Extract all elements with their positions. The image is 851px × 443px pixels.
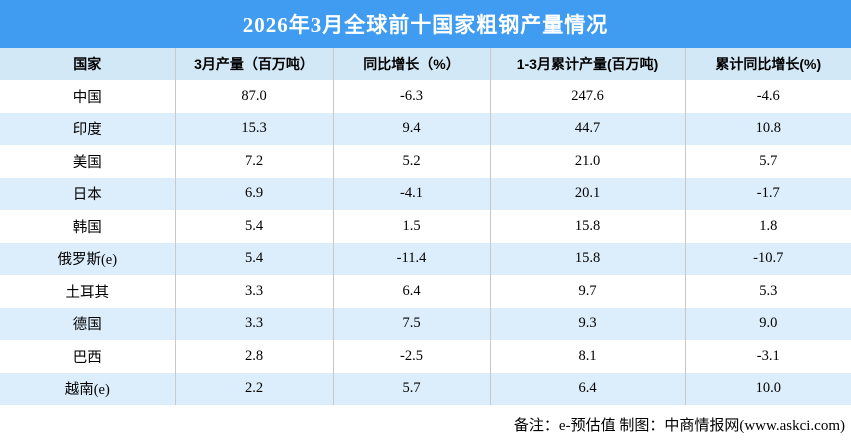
cell-cumulative-yoy-growth: -10.7 xyxy=(685,242,851,275)
cell-march-output: 3.3 xyxy=(175,275,334,308)
cell-yoy-growth: 6.4 xyxy=(333,275,491,308)
cell-cumulative-output: 9.7 xyxy=(490,275,686,308)
cell-yoy-growth: 7.5 xyxy=(333,307,491,340)
cell-yoy-growth: -6.3 xyxy=(333,80,491,113)
table-row: 越南(e) 2.2 5.7 6.4 10.0 xyxy=(0,372,851,405)
cell-country: 土耳其 xyxy=(0,275,176,308)
column-header-march-output: 3月产量（百万吨） xyxy=(175,48,334,80)
cell-yoy-growth: 5.2 xyxy=(333,145,491,178)
table-row: 俄罗斯(e) 5.4 -11.4 15.8 -10.7 xyxy=(0,242,851,275)
cell-yoy-growth: 9.4 xyxy=(333,112,491,145)
cell-march-output: 15.3 xyxy=(175,112,334,145)
header-row: 国家 3月产量（百万吨） 同比增长（%） 1-3月累计产量(百万吨) 累计同比增… xyxy=(0,48,851,80)
cell-march-output: 87.0 xyxy=(175,80,334,113)
cell-yoy-growth: -2.5 xyxy=(333,340,491,373)
table-row: 中国 87.0 -6.3 247.6 -4.6 xyxy=(0,80,851,113)
cell-cumulative-output: 247.6 xyxy=(490,80,686,113)
column-header-cumulative-yoy-growth: 累计同比增长(%) xyxy=(685,48,851,80)
cell-country: 俄罗斯(e) xyxy=(0,242,176,275)
cell-march-output: 3.3 xyxy=(175,307,334,340)
cell-cumulative-yoy-growth: -4.6 xyxy=(756,87,780,104)
cell-yoy-growth: 5.7 xyxy=(333,372,491,405)
cell-march-output: 7.2 xyxy=(175,145,334,178)
column-header-yoy-growth: 同比增长（%） xyxy=(333,48,491,80)
table-row: 印度 15.3 9.4 44.7 10.8 xyxy=(0,112,851,145)
cell-yoy-growth: -4.1 xyxy=(333,177,491,210)
cell-cumulative-output: 15.8 xyxy=(490,242,686,275)
cell-country: 韩国 xyxy=(0,210,176,243)
cell-march-output: 2.8 xyxy=(175,340,334,373)
cell-country: 印度 xyxy=(0,112,176,145)
cell-country: 美国 xyxy=(0,145,176,178)
cell-cumulative-yoy-growth: 5.3 xyxy=(759,282,778,299)
cell-cumulative-yoy-growth: 1.8 xyxy=(759,217,778,234)
cell-cumulative-yoy-growth: 9.0 xyxy=(685,307,851,340)
table-row: 土耳其 3.3 6.4 9.7 5.3 xyxy=(0,275,851,308)
table-row: 德国 3.3 7.5 9.3 9.0 xyxy=(0,307,851,340)
table-row: 日本 6.9 -4.1 20.1 -1.7 xyxy=(0,177,851,210)
cell-cumulative-output: 8.1 xyxy=(490,340,686,373)
cell-cumulative-yoy-growth: 10.0 xyxy=(685,372,851,405)
column-header-cumulative-output: 1-3月累计产量(百万吨) xyxy=(490,48,686,80)
cell-country: 德国 xyxy=(0,307,176,340)
cell-cumulative-output: 44.7 xyxy=(490,112,686,145)
cell-cumulative-yoy-growth: -1.7 xyxy=(685,177,851,210)
footer-note: 备注：e-预估值 制图：中商情报网(www.askci.com) xyxy=(513,417,845,434)
table-row: 美国 7.2 5.2 21.0 5.7 xyxy=(0,145,851,178)
cell-cumulative-yoy-growth: 5.7 xyxy=(759,152,778,169)
table-row: 韩国 5.4 1.5 15.8 1.8 xyxy=(0,210,851,243)
cell-country: 中国 xyxy=(0,80,176,113)
cell-cumulative-yoy-growth: 10.8 xyxy=(685,112,851,145)
cell-yoy-growth: 1.5 xyxy=(333,210,491,243)
cell-cumulative-output: 21.0 xyxy=(490,145,686,178)
cell-march-output: 6.9 xyxy=(175,177,334,210)
table-body: 中国 87.0 -6.3 247.6 -4.6 印度 15.3 9.4 44.7… xyxy=(0,80,851,405)
column-header-country: 国家 xyxy=(0,48,176,80)
table-header: 国家 3月产量（百万吨） 同比增长（%） 1-3月累计产量(百万吨) 累计同比增… xyxy=(0,48,851,80)
cell-yoy-growth: -11.4 xyxy=(333,242,491,275)
cell-march-output: 2.2 xyxy=(175,372,334,405)
cell-country: 越南(e) xyxy=(0,372,176,405)
cell-country: 巴西 xyxy=(0,340,176,373)
cell-cumulative-output: 20.1 xyxy=(490,177,686,210)
title-bar: 2026年3月全球前十国家粗钢产量情况 xyxy=(0,0,851,48)
cell-country: 日本 xyxy=(0,177,176,210)
page-title: 2026年3月全球前十国家粗钢产量情况 xyxy=(242,13,609,37)
production-table: 国家 3月产量（百万吨） 同比增长（%） 1-3月累计产量(百万吨) 累计同比增… xyxy=(0,48,851,405)
table-row: 巴西 2.8 -2.5 8.1 -3.1 xyxy=(0,340,851,373)
cell-cumulative-output: 6.4 xyxy=(490,372,686,405)
cell-march-output: 5.4 xyxy=(175,210,334,243)
cell-cumulative-output: 9.3 xyxy=(490,307,686,340)
cell-cumulative-output: 15.8 xyxy=(490,210,686,243)
cell-cumulative-yoy-growth: -3.1 xyxy=(756,347,780,364)
footer: 备注：e-预估值 制图：中商情报网(www.askci.com) xyxy=(0,405,851,443)
cell-march-output: 5.4 xyxy=(175,242,334,275)
